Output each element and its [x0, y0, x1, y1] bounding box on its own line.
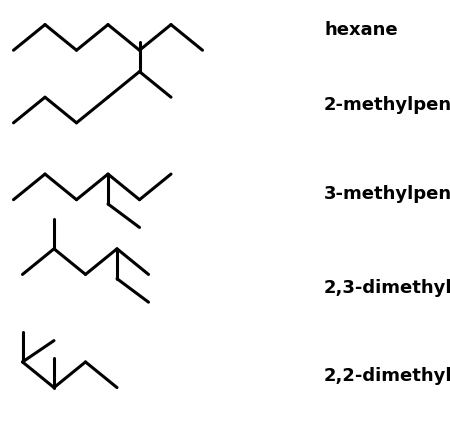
- Text: 2-methylpentane: 2-methylpentane: [324, 95, 450, 113]
- Text: hexane: hexane: [324, 21, 398, 39]
- Text: 2,3-dimethylbutane: 2,3-dimethylbutane: [324, 279, 450, 296]
- Text: 3-methylpentane: 3-methylpentane: [324, 185, 450, 203]
- Text: 2,2-dimethylbutane: 2,2-dimethylbutane: [324, 366, 450, 384]
